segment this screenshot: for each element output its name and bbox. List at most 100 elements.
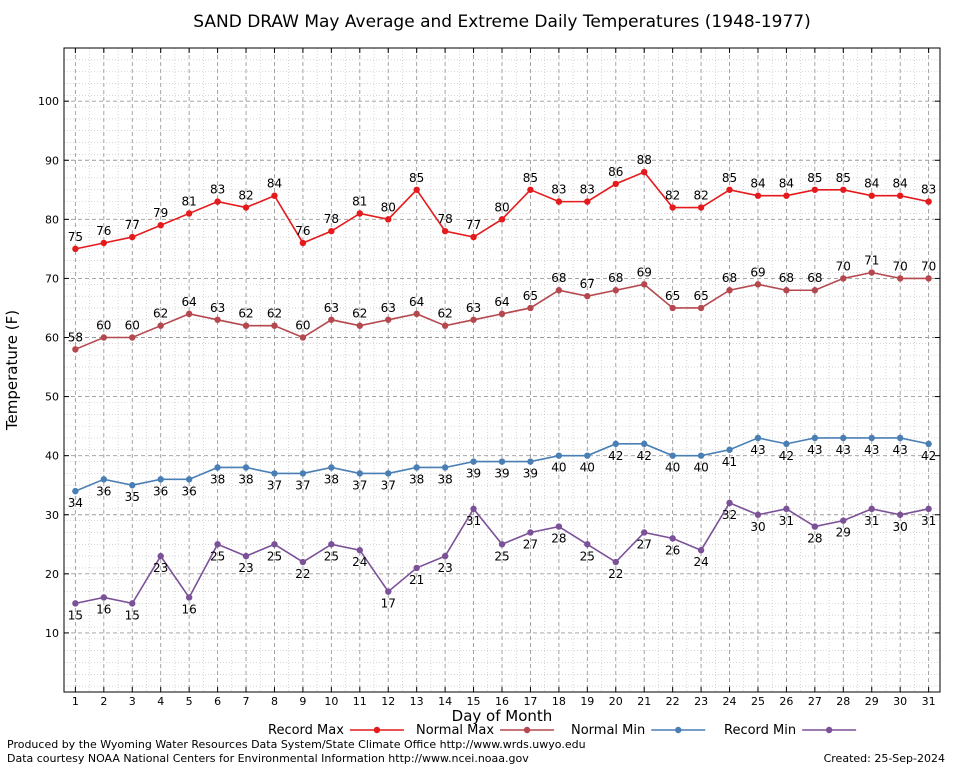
record-min-point xyxy=(584,541,591,548)
created-date: Created: 25-Sep-2024 xyxy=(823,752,945,765)
normal-min-point xyxy=(242,464,250,471)
record-min-point xyxy=(868,505,875,513)
normal-max-data-label: 58 xyxy=(68,330,83,344)
normal-min-data-label: 36 xyxy=(96,484,111,498)
record-max-data-label: 83 xyxy=(210,183,225,197)
record-max-data-label: 84 xyxy=(750,177,765,191)
record-min-point xyxy=(242,552,250,560)
y-tick-label: 70 xyxy=(45,272,59,285)
x-tick-label: 30 xyxy=(893,695,907,708)
record-min-data-label: 32 xyxy=(722,508,737,522)
normal-max-point xyxy=(754,281,762,288)
record-min-point xyxy=(328,541,335,548)
legend-marker xyxy=(523,726,531,734)
normal-min-point xyxy=(868,434,875,442)
normal-min-data-label: 39 xyxy=(523,467,538,481)
normal-min-point xyxy=(441,464,449,471)
record-min-point xyxy=(157,552,164,560)
normal-max-data-label: 60 xyxy=(125,319,140,333)
legend-label: Normal Min xyxy=(571,723,645,738)
normal-min-point xyxy=(498,458,506,465)
x-tick-label: 9 xyxy=(299,695,306,708)
record-min-data-label: 22 xyxy=(295,567,310,581)
record-min-point xyxy=(726,499,733,507)
y-tick-label: 10 xyxy=(45,627,59,640)
normal-min-data-label: 42 xyxy=(921,449,936,463)
record-max-point xyxy=(925,198,932,205)
x-tick-label: 11 xyxy=(353,695,367,708)
normal-min-point xyxy=(356,470,363,477)
normal-min-data-label: 36 xyxy=(153,484,168,498)
normal-max-point xyxy=(697,304,705,312)
y-tick-label: 80 xyxy=(45,213,59,226)
record-min-point xyxy=(669,535,676,542)
record-min-point xyxy=(185,594,193,601)
normal-min-point xyxy=(584,452,591,459)
normal-min-data-label: 38 xyxy=(238,472,253,486)
x-tick-label: 15 xyxy=(467,695,481,708)
normal-min-data-label: 37 xyxy=(267,478,282,492)
normal-min-point xyxy=(641,440,648,448)
record-min-point xyxy=(271,541,278,548)
record-min-point xyxy=(100,594,108,601)
x-tick-label: 24 xyxy=(723,695,737,708)
normal-min-point xyxy=(413,464,420,471)
record-max-point xyxy=(527,186,534,193)
normal-min-point xyxy=(612,440,619,448)
normal-max-data-label: 70 xyxy=(921,259,936,273)
x-tick-label: 25 xyxy=(751,695,765,708)
normal-max-point xyxy=(783,287,790,294)
record-min-series: 15 16 15 23 16 25 23 25 22 25 24 17 21 23 31 25 27 28 25 22… xyxy=(68,499,936,622)
record-min-data-label: 22 xyxy=(608,567,623,581)
x-tick-label: 2 xyxy=(100,695,107,708)
normal-max-point xyxy=(925,275,932,282)
normal-max-data-label: 67 xyxy=(580,277,595,291)
normal-min-point xyxy=(129,482,136,489)
normal-min-point xyxy=(726,446,733,453)
x-tick-label: 28 xyxy=(836,695,850,708)
normal-min-data-label: 37 xyxy=(352,478,367,492)
legend-label: Record Max xyxy=(268,723,344,738)
y-tick-label: 50 xyxy=(45,391,59,404)
normal-max-data-label: 69 xyxy=(637,265,652,279)
legend-item-normal-max: Normal Max xyxy=(416,723,555,738)
record-max-point xyxy=(214,198,221,205)
record-max-point xyxy=(157,222,164,229)
y-tick-label: 30 xyxy=(45,509,59,522)
record-min-point xyxy=(783,505,790,513)
x-tick-label: 22 xyxy=(666,695,680,708)
record-max-point xyxy=(385,216,392,223)
normal-max-point xyxy=(299,334,307,341)
record-max-data-label: 84 xyxy=(779,177,794,191)
record-max-point xyxy=(498,216,506,223)
legend-marker xyxy=(825,726,833,734)
x-tick-label: 12 xyxy=(381,695,395,708)
x-tick-label: 8 xyxy=(271,695,278,708)
record-min-data-label: 25 xyxy=(267,549,282,563)
record-min-data-label: 27 xyxy=(523,537,538,551)
record-min-data-label: 15 xyxy=(125,608,140,622)
record-max-data-label: 85 xyxy=(807,171,822,185)
record-min-data-label: 15 xyxy=(68,608,83,622)
record-max-data-label: 82 xyxy=(693,189,708,203)
normal-min-point xyxy=(527,458,534,465)
normal-max-series: 58 60 60 62 64 63 62 62 60 63 62 63 64 62 63 64 65 68 67 68… xyxy=(68,254,936,353)
normal-min-data-label: 43 xyxy=(807,443,822,457)
record-max-data-label: 82 xyxy=(238,189,253,203)
x-tick-label: 17 xyxy=(523,695,537,708)
normal-max-point xyxy=(868,269,875,276)
record-max-point xyxy=(783,192,790,199)
record-max-point xyxy=(840,186,847,193)
record-max-data-label: 78 xyxy=(437,212,452,226)
normal-max-point xyxy=(328,316,335,323)
record-min-point xyxy=(641,529,648,536)
normal-min-point xyxy=(185,476,193,483)
normal-max-data-label: 62 xyxy=(267,307,282,321)
normal-min-data-label: 39 xyxy=(494,467,509,481)
record-min-data-label: 24 xyxy=(352,555,367,569)
normal-max-point xyxy=(612,287,619,294)
normal-max-data-label: 63 xyxy=(210,301,225,315)
normal-max-point xyxy=(584,292,591,300)
normal-min-series: 34 36 35 36 36 38 38 37 37 38 37 37 38 38 39 39 39 40 40 42… xyxy=(68,434,936,510)
record-min-data-label: 25 xyxy=(210,549,225,563)
